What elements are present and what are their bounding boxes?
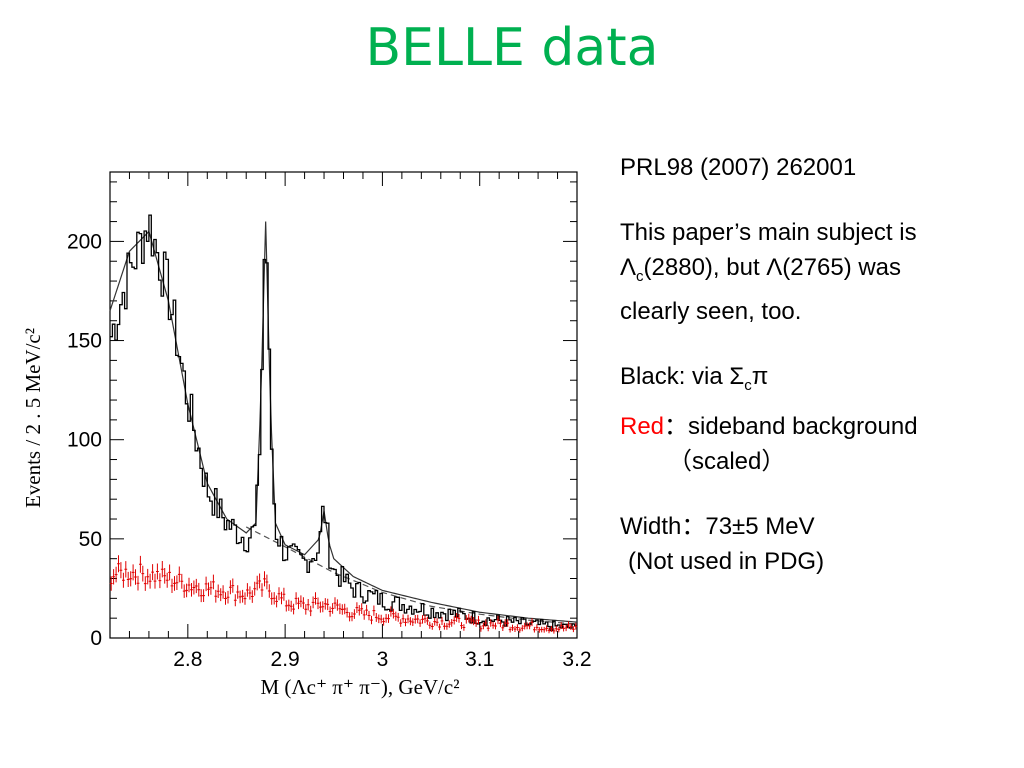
not-used-text: (Not used in PDG): [628, 547, 825, 575]
black-legend-text: Black: via Σcπ: [620, 359, 1020, 403]
x-tick-label: 3.1: [465, 648, 494, 671]
x-tick-label: 2.9: [271, 648, 300, 671]
black-prefix: Black: via Σ: [620, 362, 745, 390]
y-tick-label: 0: [90, 627, 102, 650]
sideband-points: [109, 555, 578, 634]
slide-title: BELLE data: [365, 18, 659, 78]
width-text: Width：73±5 MeV: [620, 512, 815, 540]
y-tick-label: 150: [67, 330, 102, 353]
y-tick-label: 100: [67, 429, 102, 452]
black-suffix: π: [751, 362, 769, 390]
signal-histogram-line: [110, 214, 577, 632]
tick-labels: 0 50 100 150 200 2.8 2.9 3 3.1 3.2: [67, 230, 592, 671]
lambda-subscript: c: [636, 267, 644, 285]
mass-spectrum-chart: 0 50 100 150 200 2.8 2.9 3 3.1 3.2 Events / 2 . 5…: [21, 171, 592, 699]
y-tick-label: 200: [67, 230, 102, 253]
chart-area: 0 50 100 150 200 2.8 2.9 3 3.1 3.2 Events / 2 . 5…: [0, 160, 610, 720]
red-rest: ：sideband background: [664, 412, 918, 440]
subject-line-2-rest: (2880), but Λ(2765) was: [643, 254, 902, 281]
fit-curve-line: [109, 221, 578, 623]
x-tick-label: 3.2: [562, 648, 591, 671]
background-dashed-line: [245, 526, 578, 625]
notes-panel: PRL98 (2007) 262001 This paper’s main su…: [620, 150, 1020, 579]
x-axis-label: M (Λc⁺ π⁺ π⁻), GeV/c²: [260, 675, 459, 699]
red-scaled-text: （scaled）: [668, 447, 786, 475]
x-tick-label: 2.8: [173, 648, 202, 671]
red-legend-text: Red：sideband background: [620, 409, 1020, 444]
subject-line-3: clearly seen, too.: [620, 297, 802, 325]
y-tick-label: 50: [79, 528, 102, 551]
subject-line-1: This paper’s main subject is: [620, 219, 917, 246]
subject-line-2: Λc(2880), but Λ(2765) was: [620, 250, 1020, 294]
x-tick-label: 3: [377, 648, 389, 671]
sigma-subscript: c: [744, 376, 752, 394]
chart-series: [109, 214, 578, 634]
red-word: Red: [620, 412, 665, 440]
y-axis-label: Events / 2 . 5 MeV/c²: [21, 328, 45, 508]
lambda-symbol: Λ: [620, 254, 637, 281]
reference-text: PRL98 (2007) 262001: [620, 154, 857, 181]
